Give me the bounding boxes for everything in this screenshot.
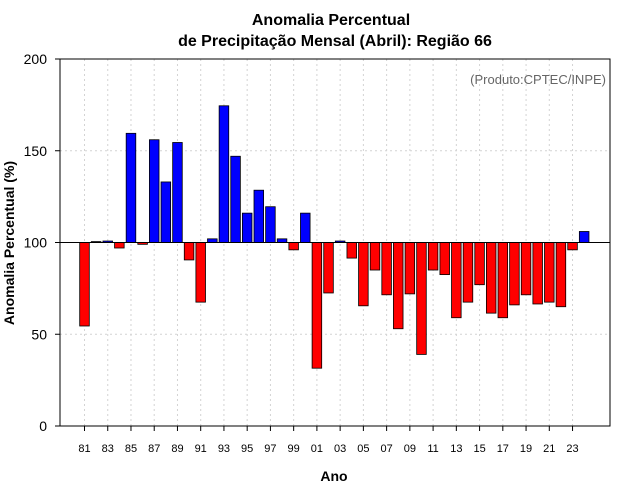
bar-93	[218, 105, 230, 243]
bar-16	[485, 242, 497, 314]
bar-05	[358, 242, 369, 307]
bar-23	[567, 242, 578, 251]
x-axis: 81 83 85 87 89 91 93 95 97 99 01 03 05 07 09 11 13 15 17 19…	[78, 426, 579, 455]
bar-11	[427, 242, 439, 271]
bar-22	[555, 242, 567, 308]
x-tick-label: 97	[264, 443, 276, 455]
bar-14	[462, 242, 474, 303]
bar-19	[520, 242, 532, 296]
x-tick-label: 19	[520, 443, 532, 455]
y-axis: 0 50 100 150 200	[24, 51, 60, 434]
bar-90	[183, 242, 195, 261]
bar-87	[149, 139, 160, 243]
y-tick-label: 50	[31, 326, 47, 342]
bar-10	[416, 242, 427, 355]
x-tick-label: 93	[218, 443, 230, 455]
x-tick-label: 03	[334, 443, 346, 455]
x-tick-label: 89	[171, 443, 183, 455]
bar-00	[300, 212, 311, 243]
chart-title-line1: Anomalia Percentual	[252, 12, 410, 29]
bar-01	[311, 242, 323, 369]
bar-96	[253, 189, 265, 243]
y-tick-label: 150	[24, 143, 48, 159]
x-tick-label: 11	[427, 443, 438, 455]
bar-21	[544, 242, 555, 303]
bar-81	[79, 242, 90, 327]
x-tick-label: 21	[543, 443, 555, 455]
x-axis-title: Ano	[320, 468, 347, 484]
bar-91	[195, 242, 206, 303]
x-tick-label: 23	[566, 443, 578, 455]
bar-17	[497, 242, 509, 319]
bar-98	[276, 238, 288, 243]
bar-18	[509, 242, 520, 306]
bars	[79, 105, 590, 369]
bar-06	[369, 242, 381, 271]
x-tick-label: 81	[78, 443, 90, 455]
bar-08	[393, 242, 404, 330]
y-tick-label: 0	[39, 418, 47, 434]
x-tick-label: 15	[473, 443, 485, 455]
bar-97	[265, 206, 276, 243]
bar-85	[125, 132, 137, 243]
bar-99	[288, 242, 299, 251]
x-tick-label: 99	[288, 443, 300, 455]
x-tick-label: 09	[404, 443, 416, 455]
bar-89	[172, 142, 183, 243]
x-tick-label: 07	[380, 443, 392, 455]
x-tick-label: 83	[102, 443, 114, 455]
y-tick-label: 100	[24, 235, 48, 251]
bar-02	[323, 242, 334, 294]
x-tick-label: 85	[125, 443, 137, 455]
x-tick-label: 05	[357, 443, 369, 455]
bar-20	[532, 242, 543, 305]
bar-88	[160, 181, 172, 243]
x-tick-label: 91	[195, 443, 207, 455]
bar-94	[230, 155, 241, 243]
bar-15	[474, 242, 485, 286]
x-tick-label: 17	[497, 443, 509, 455]
bar-24	[578, 231, 590, 243]
chart-title-line2: de Precipitação Mensal (Abril): Região 6…	[178, 33, 492, 50]
bar-13	[451, 242, 462, 319]
x-tick-label: 01	[311, 443, 323, 455]
x-tick-label: 13	[450, 443, 462, 455]
bar-07	[381, 242, 392, 296]
grid	[60, 59, 610, 426]
x-tick-label: 95	[241, 443, 253, 455]
y-axis-title: Anomalia Percentual (%)	[1, 161, 17, 325]
credit-label: (Produto:CPTEC/INPE)	[470, 72, 606, 87]
bar-92	[207, 238, 218, 243]
bar-12	[439, 242, 450, 276]
x-tick-label: 87	[148, 443, 160, 455]
y-tick-label: 200	[24, 51, 48, 67]
bar-84	[114, 242, 125, 249]
bar-09	[404, 242, 416, 295]
bar-04	[346, 242, 357, 259]
bar-95	[241, 212, 253, 243]
